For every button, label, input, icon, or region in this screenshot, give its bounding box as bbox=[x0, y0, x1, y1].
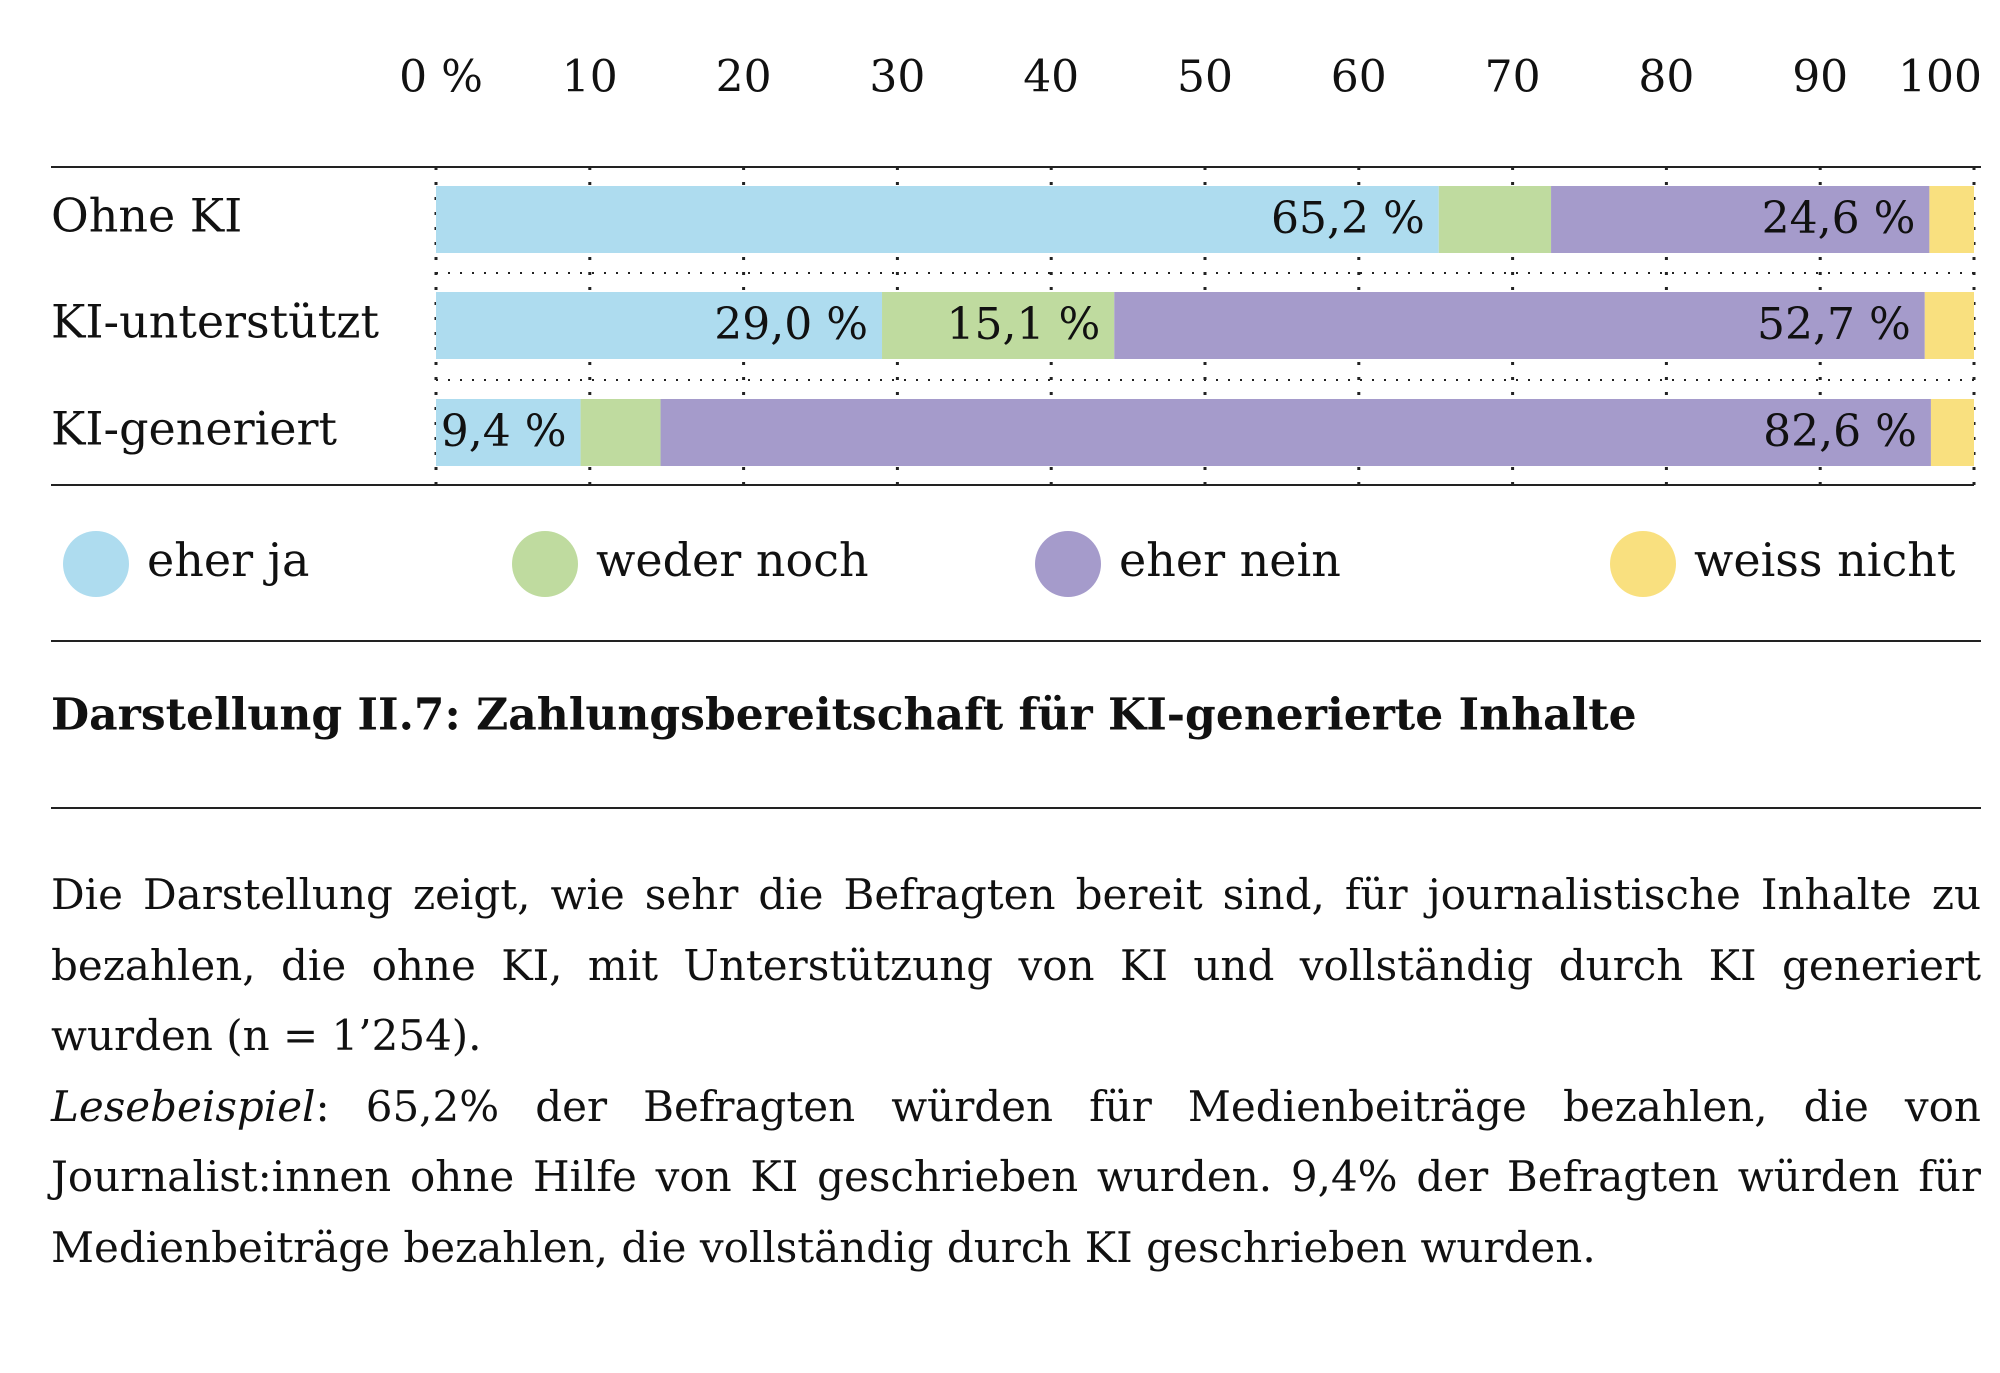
bar-segment bbox=[436, 292, 883, 359]
legend-label: eher nein bbox=[1119, 533, 1341, 587]
category-label: Ohne KI bbox=[51, 189, 242, 243]
example-label: Lesebeispiel bbox=[51, 1081, 316, 1131]
bar-segment bbox=[580, 399, 661, 466]
bar-segment bbox=[882, 292, 1115, 359]
bar-segment bbox=[1930, 399, 1974, 466]
value-label: 15,1 % bbox=[946, 299, 1100, 350]
x-tick-label: 10 bbox=[562, 52, 618, 103]
chart: Darstellung II.7: Zahlungsbereitschaft f… bbox=[51, 52, 1982, 809]
legend-label: weiss nicht bbox=[1694, 533, 1956, 587]
category-label: KI-generiert bbox=[51, 402, 338, 456]
value-label: 65,2 % bbox=[1271, 193, 1425, 244]
bar-segment bbox=[1924, 292, 1974, 359]
legend-swatch bbox=[63, 531, 129, 597]
legend-label: weder noch bbox=[596, 533, 869, 587]
reading-example: Lesebeispiel: 65,2% der Befragten würden… bbox=[51, 1072, 1981, 1284]
x-tick-label: 70 bbox=[1485, 52, 1541, 103]
x-tick-label: 50 bbox=[1177, 52, 1233, 103]
bar-segment bbox=[436, 186, 1439, 253]
legend-swatch bbox=[1610, 531, 1676, 597]
value-label: 29,0 % bbox=[714, 299, 868, 350]
x-tick-label: 80 bbox=[1638, 52, 1694, 103]
x-tick-label: 60 bbox=[1331, 52, 1387, 103]
category-label: KI-unterstützt bbox=[51, 295, 379, 349]
x-tick-label: 30 bbox=[869, 52, 925, 103]
description: Die Darstellung zeigt, wie sehr die Befr… bbox=[51, 860, 1981, 1283]
description-paragraph: Die Darstellung zeigt, wie sehr die Befr… bbox=[51, 870, 1981, 1060]
value-label: 82,6 % bbox=[1763, 406, 1917, 457]
x-tick-label: 40 bbox=[1023, 52, 1079, 103]
x-tick-label: 100 bbox=[1898, 52, 1982, 103]
legend-label: eher ja bbox=[147, 533, 309, 587]
bar-segment bbox=[436, 399, 581, 466]
x-tick-label: 90 bbox=[1792, 52, 1848, 103]
x-tick-label: 20 bbox=[716, 52, 772, 103]
value-label: 9,4 % bbox=[441, 406, 567, 457]
bar-segment bbox=[660, 399, 1931, 466]
legend-swatch bbox=[512, 531, 578, 597]
bar-segment bbox=[1438, 186, 1552, 253]
value-label: 52,7 % bbox=[1757, 299, 1911, 350]
legend-swatch bbox=[1035, 531, 1101, 597]
value-label: 24,6 % bbox=[1762, 193, 1916, 244]
bar-segment bbox=[1929, 186, 1974, 253]
bar-segment bbox=[1114, 292, 1925, 359]
x-tick-label: 0 % bbox=[399, 52, 483, 103]
chart-title: Darstellung II.7: Zahlungsbereitschaft f… bbox=[51, 690, 1637, 741]
bar-segment bbox=[1551, 186, 1930, 253]
example-text: : 65,2% der Befragten würden für Medienb… bbox=[51, 1081, 1981, 1272]
